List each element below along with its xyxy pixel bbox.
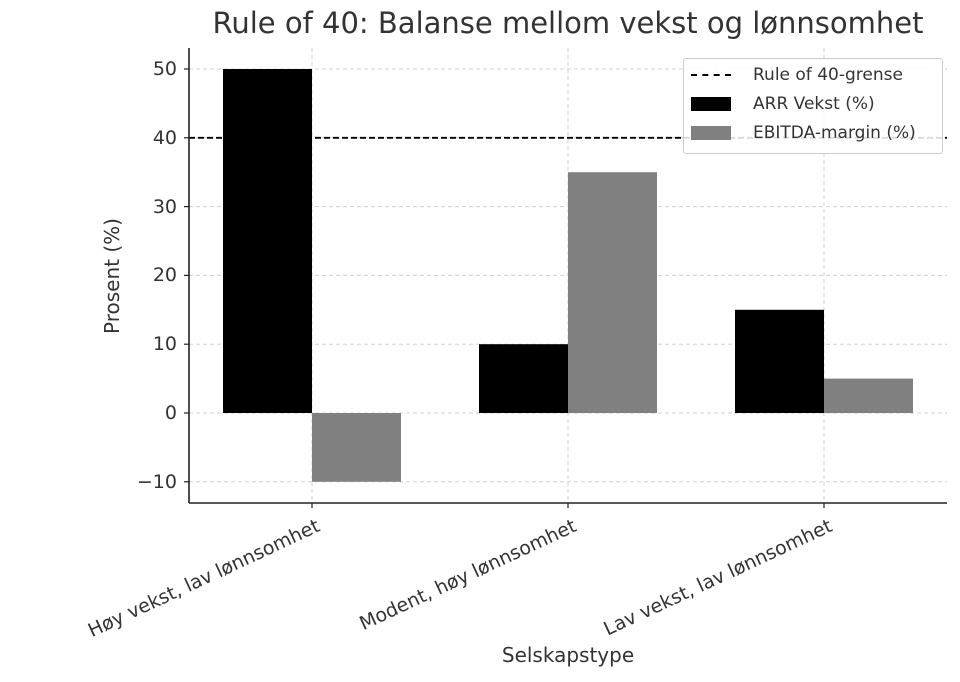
bar <box>223 69 312 413</box>
bar <box>568 172 657 413</box>
chart-title: Rule of 40: Balanse mellom vekst og lønn… <box>212 6 924 40</box>
y-tick: 50 <box>152 58 177 80</box>
legend-item-arr-vekst: ARR Vekst (%) <box>684 92 875 116</box>
y-tick: −10 <box>136 470 177 493</box>
black-swatch-icon <box>691 97 731 111</box>
bar <box>479 344 568 413</box>
legend-label: Rule of 40-grense <box>753 65 903 85</box>
legend-label: ARR Vekst (%) <box>753 94 875 114</box>
x-axis-label: Selskapstype <box>501 643 635 667</box>
bar <box>735 309 824 413</box>
y-axis-label: Prosent (%) <box>100 218 124 334</box>
y-tick: 20 <box>152 264 177 287</box>
legend-item-ebitda-margin: EBITDA-margin (%) <box>684 121 916 145</box>
bar <box>824 378 913 413</box>
y-tick: 30 <box>152 195 177 218</box>
y-tick: 40 <box>152 126 177 149</box>
y-tick: 0 <box>164 402 177 424</box>
dashed-line-icon <box>691 74 731 76</box>
legend-item-rule-of-40: Rule of 40-grense <box>684 63 903 87</box>
gray-swatch-icon <box>691 126 731 140</box>
legend: Rule of 40-grense ARR Vekst (%) EBITDA-m… <box>683 58 943 154</box>
legend-label: EBITDA-margin (%) <box>753 123 916 143</box>
bars <box>223 69 913 482</box>
bar <box>312 413 401 482</box>
axes <box>184 48 947 508</box>
y-tick: 10 <box>152 333 177 356</box>
